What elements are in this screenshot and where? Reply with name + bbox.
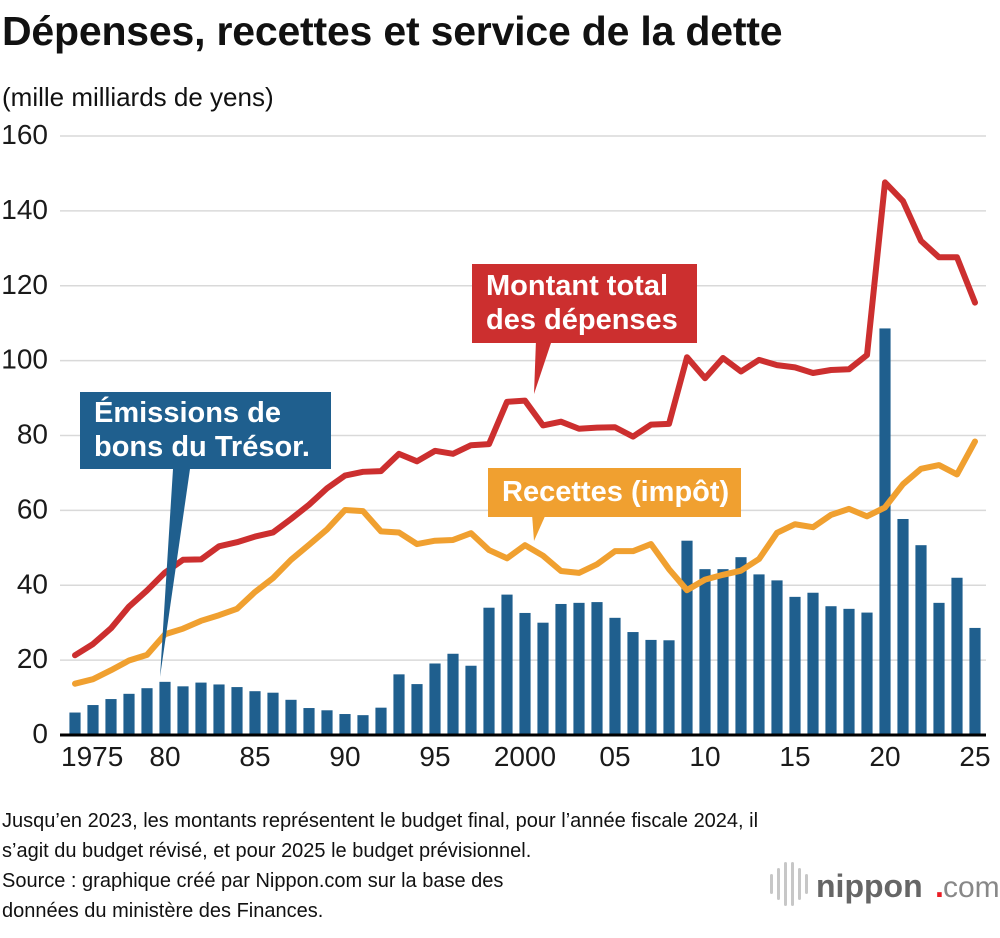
svg-text:20: 20 — [869, 741, 900, 772]
svg-text:160: 160 — [1, 119, 48, 150]
svg-text:90: 90 — [329, 741, 360, 772]
svg-text:100: 100 — [1, 344, 48, 375]
svg-text:1975: 1975 — [61, 741, 123, 772]
svg-text:40: 40 — [17, 568, 48, 599]
svg-text:120: 120 — [1, 269, 48, 300]
svg-text:95: 95 — [419, 741, 450, 772]
svg-text:05: 05 — [599, 741, 630, 772]
svg-text:25: 25 — [959, 741, 990, 772]
svg-text:10: 10 — [689, 741, 720, 772]
svg-text:com: com — [943, 871, 1000, 904]
svg-text:80: 80 — [17, 419, 48, 450]
svg-text:85: 85 — [239, 741, 270, 772]
svg-text:0: 0 — [32, 718, 48, 749]
svg-text:140: 140 — [1, 194, 48, 225]
svg-text:15: 15 — [779, 741, 810, 772]
svg-text:2000: 2000 — [494, 741, 556, 772]
svg-text:nippon: nippon — [816, 868, 923, 904]
svg-text:60: 60 — [17, 493, 48, 524]
svg-text:20: 20 — [17, 643, 48, 674]
svg-text:80: 80 — [149, 741, 180, 772]
